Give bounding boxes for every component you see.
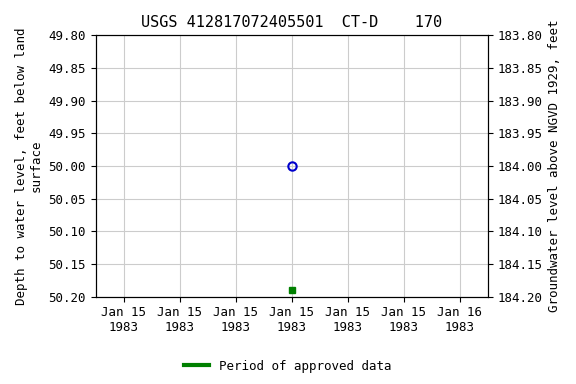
Y-axis label: Depth to water level, feet below land
surface: Depth to water level, feet below land su… bbox=[15, 27, 43, 305]
Title: USGS 412817072405501  CT-D    170: USGS 412817072405501 CT-D 170 bbox=[141, 15, 442, 30]
Y-axis label: Groundwater level above NGVD 1929, feet: Groundwater level above NGVD 1929, feet bbox=[548, 20, 561, 312]
Legend: Period of approved data: Period of approved data bbox=[179, 355, 397, 378]
